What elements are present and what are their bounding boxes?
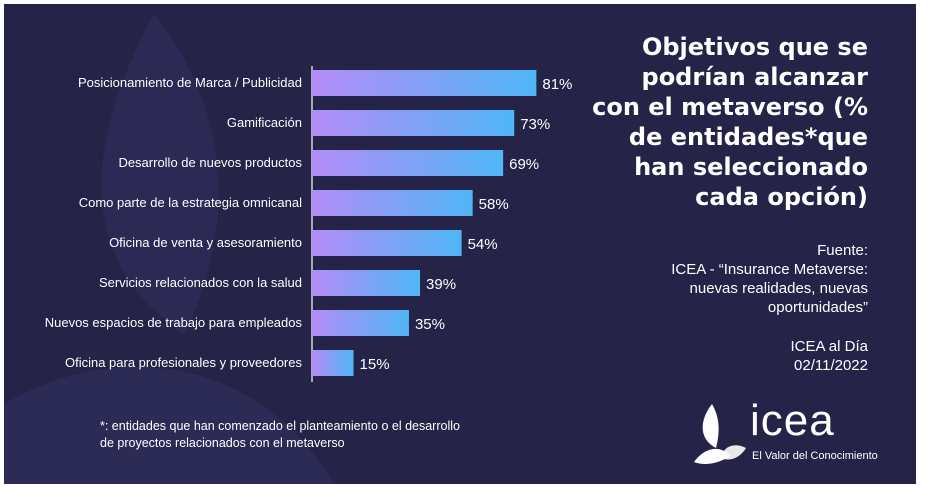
value-label: 81%: [542, 76, 572, 93]
logo-tagline: El Valor del Conocimiento: [752, 450, 878, 462]
value-label: 54%: [468, 236, 498, 253]
publication-block: ICEA al Día 02/11/2022: [668, 337, 868, 375]
icea-logo: icea El Valor del Conocimiento: [690, 396, 890, 472]
chart-title: Objetivos que se podrían alcanzar con el…: [558, 32, 868, 212]
bar: [312, 150, 504, 176]
logo-wordmark: icea: [750, 396, 835, 445]
category-label: Como parte de la estrategia omnicanal: [79, 195, 302, 210]
category-label: Oficina para profesionales y proveedores: [65, 355, 303, 370]
value-label: 58%: [479, 196, 509, 213]
bar: [312, 310, 409, 336]
infographic-panel: Posicionamiento de Marca / Publicidad 81%…: [4, 4, 916, 484]
value-label: 15%: [360, 356, 390, 373]
footnote-line: de proyectos relacionados con el metaver…: [100, 436, 345, 450]
category-label: Servicios relacionados con la salud: [99, 275, 302, 290]
title-line: cada opción): [695, 183, 868, 211]
bar: [312, 110, 515, 136]
title-line: podrían alcanzar: [641, 63, 868, 91]
source-block: Fuente: ICEA - “Insurance Metaverse: nue…: [578, 241, 868, 317]
title-line: han seleccionado: [634, 153, 868, 181]
category-label: Oficina de venta y asesoramiento: [109, 235, 302, 250]
value-label: 39%: [426, 276, 456, 293]
bar: [312, 70, 537, 96]
category-label: Gamificación: [227, 115, 302, 130]
bar: [312, 350, 354, 376]
value-label: 73%: [520, 116, 550, 133]
source-line: oportunidades”: [767, 299, 868, 316]
bar: [312, 190, 473, 216]
bar: [312, 270, 421, 296]
title-line: de entidades*que: [628, 123, 868, 151]
category-label: Posicionamiento de Marca / Publicidad: [78, 75, 302, 90]
source-label: Fuente:: [817, 242, 868, 259]
publication-date: 02/11/2022: [794, 357, 868, 374]
bar-chart: Posicionamiento de Marca / Publicidad 81%…: [45, 66, 572, 382]
icea-logo-icon: [694, 404, 746, 464]
value-label: 35%: [415, 316, 445, 333]
background-leaf-shape: [4, 14, 334, 484]
title-line: con el metaverso (%: [592, 93, 868, 121]
title-line: Objetivos que se: [641, 33, 868, 61]
bar: [312, 230, 462, 256]
footnote: *: entidades que han comenzado el plante…: [100, 418, 520, 452]
footnote-line: *: entidades que han comenzado el plante…: [100, 419, 460, 433]
category-label: Nuevos espacios de trabajo para empleado…: [45, 315, 303, 330]
source-line: ICEA - “Insurance Metaverse:: [671, 261, 868, 278]
category-label: Desarrollo de nuevos productos: [118, 155, 302, 170]
publication-name: ICEA al Día: [790, 338, 868, 355]
source-line: nuevas realidades, nuevas: [689, 280, 868, 297]
value-label: 69%: [509, 156, 539, 173]
